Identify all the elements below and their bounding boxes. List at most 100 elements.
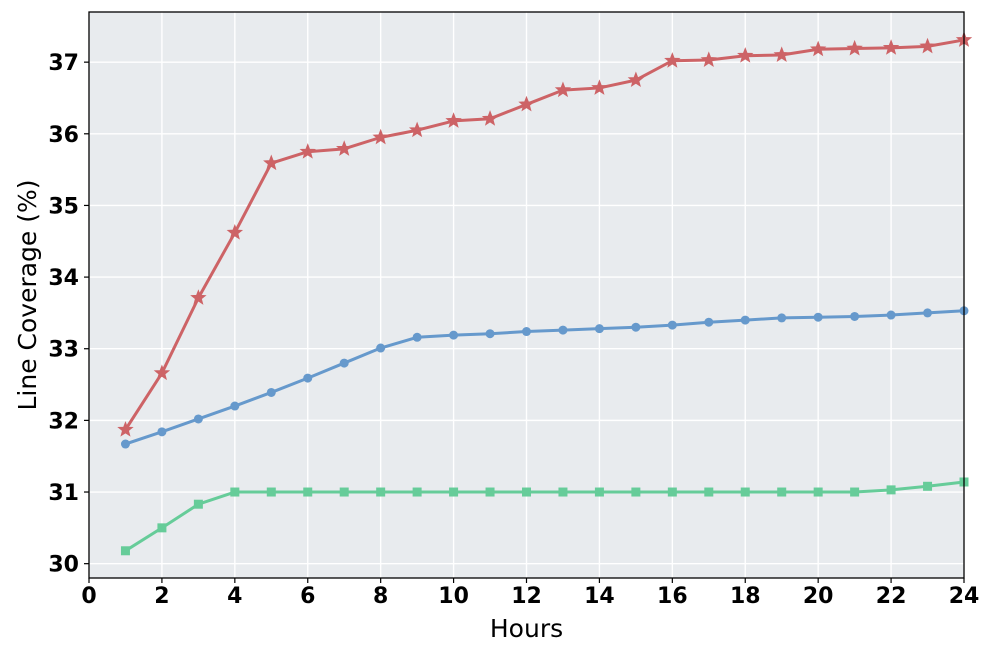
data-point xyxy=(120,439,130,449)
data-point xyxy=(591,79,608,95)
data-point xyxy=(886,485,896,495)
data-point xyxy=(157,523,167,533)
series-line xyxy=(124,309,965,446)
data-point xyxy=(882,39,900,55)
x-tick-label: 24 xyxy=(949,584,980,609)
data-point xyxy=(157,427,167,437)
data-point xyxy=(919,37,936,54)
x-tick-label: 12 xyxy=(511,584,542,609)
data-point xyxy=(886,310,896,320)
data-point xyxy=(737,47,754,63)
data-point xyxy=(193,499,203,509)
data-point xyxy=(777,487,787,497)
data-point xyxy=(336,140,353,156)
data-point xyxy=(923,481,933,491)
data-point xyxy=(594,324,604,334)
data-point xyxy=(700,51,717,67)
y-tick-label: 32 xyxy=(48,409,79,434)
x-tick-label: 10 xyxy=(438,584,469,609)
data-point xyxy=(376,487,386,497)
data-point xyxy=(594,487,604,497)
x-tick-label: 18 xyxy=(730,584,761,609)
data-point xyxy=(372,128,389,145)
x-tick-label: 14 xyxy=(584,584,615,609)
data-point xyxy=(299,143,316,159)
data-point xyxy=(339,487,349,497)
y-tick-label: 35 xyxy=(48,194,79,219)
y-tick-label: 34 xyxy=(48,266,79,291)
data-point xyxy=(153,364,171,381)
x-tick-label: 22 xyxy=(876,584,907,609)
data-point xyxy=(266,387,276,397)
data-point xyxy=(813,487,823,497)
data-point xyxy=(339,358,349,368)
data-point xyxy=(558,325,568,335)
y-tick-label: 33 xyxy=(48,338,79,363)
data-point xyxy=(846,39,863,56)
data-point xyxy=(704,487,714,497)
data-point xyxy=(193,414,203,424)
data-point xyxy=(303,373,313,383)
data-point xyxy=(376,343,386,353)
y-tick-label: 36 xyxy=(48,123,79,148)
data-point xyxy=(408,121,426,138)
data-point xyxy=(303,487,313,497)
data-point xyxy=(923,308,933,318)
data-point xyxy=(412,487,422,497)
series-star xyxy=(117,31,973,437)
x-tick-label: 6 xyxy=(300,584,315,609)
data-point xyxy=(518,95,535,112)
data-point xyxy=(481,110,499,126)
data-point xyxy=(631,322,641,332)
data-point xyxy=(522,327,531,337)
data-point xyxy=(230,401,240,411)
data-point xyxy=(627,71,645,88)
data-point xyxy=(664,52,681,68)
data-point xyxy=(773,46,790,62)
data-point xyxy=(809,40,827,57)
data-point xyxy=(740,487,750,497)
x-tick-label: 20 xyxy=(803,584,834,609)
data-point xyxy=(667,320,677,330)
y-axis-label: Line Coverage (%) xyxy=(13,179,42,410)
series-layer xyxy=(117,31,973,556)
data-point xyxy=(850,311,860,321)
y-tick-label: 31 xyxy=(48,481,79,506)
data-point xyxy=(554,81,572,98)
data-point xyxy=(667,487,677,497)
data-point xyxy=(230,487,240,497)
data-point xyxy=(120,546,130,556)
data-point xyxy=(449,330,459,340)
data-point xyxy=(226,224,244,240)
data-point xyxy=(412,332,422,342)
data-point xyxy=(485,329,495,339)
data-point xyxy=(631,487,641,497)
data-point xyxy=(558,487,568,497)
x-axis-label: Hours xyxy=(490,614,563,643)
data-point xyxy=(190,289,207,305)
data-point xyxy=(740,315,750,325)
data-point xyxy=(266,487,276,497)
data-point xyxy=(117,421,134,437)
series-circle xyxy=(120,306,969,449)
series-square xyxy=(120,477,969,556)
data-point xyxy=(850,487,860,497)
y-tick-label: 30 xyxy=(48,553,79,578)
data-point xyxy=(777,313,787,323)
x-tick-label: 0 xyxy=(81,584,96,609)
data-point xyxy=(263,154,280,171)
x-tick-label: 2 xyxy=(154,584,169,609)
y-tick-label: 37 xyxy=(48,51,79,76)
data-point xyxy=(522,487,531,497)
series-line xyxy=(124,38,965,431)
data-point xyxy=(445,112,462,128)
data-point xyxy=(704,317,714,327)
data-point xyxy=(485,487,495,497)
data-point xyxy=(449,487,459,497)
x-tick-label: 8 xyxy=(373,584,388,609)
x-tick-label: 4 xyxy=(227,584,242,609)
data-point xyxy=(813,312,823,322)
series-line xyxy=(124,480,965,553)
